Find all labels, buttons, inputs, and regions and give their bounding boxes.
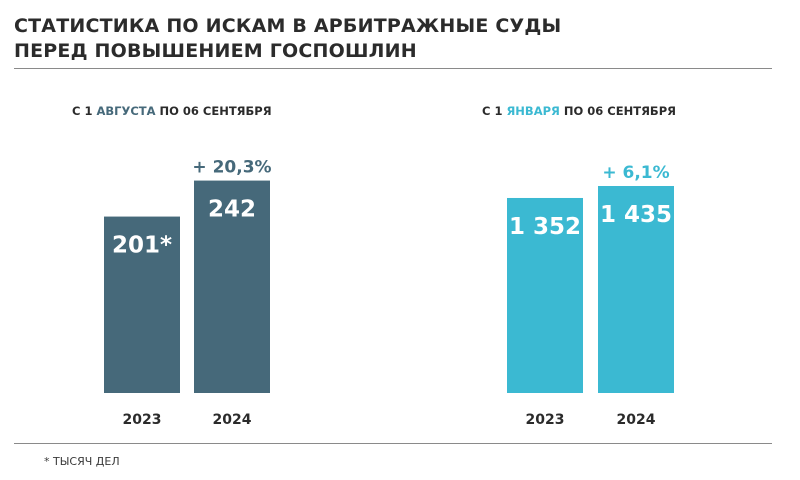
left-category-label-2024: 2024 xyxy=(213,412,252,428)
title-line-1: СТАТИСТИКА ПО ИСКАМ В АРБИТРАЖНЫЕ СУДЫ xyxy=(14,15,562,37)
top-divider xyxy=(14,68,772,69)
right-panel-title-suffix: ПО 06 СЕНТЯБРЯ xyxy=(559,104,676,118)
right-change-label: + 6,1% xyxy=(602,163,669,183)
right-value-label-2023: 1 352 xyxy=(509,214,581,240)
left-bar-2023 xyxy=(104,216,180,393)
right-bar-2024 xyxy=(598,186,674,393)
left-value-label-2024: 242 xyxy=(208,197,256,223)
page-title: СТАТИСТИКА ПО ИСКАМ В АРБИТРАЖНЫЕ СУДЫ П… xyxy=(14,14,561,64)
left-category-label-2023: 2023 xyxy=(123,412,162,428)
left-change-label: + 20,3% xyxy=(192,158,271,178)
bottom-divider xyxy=(14,443,772,444)
right-category-label-2024: 2024 xyxy=(617,412,656,428)
right-panel-title-prefix: С 1 xyxy=(482,104,507,118)
right-panel-title: С 1 ЯНВАРЯ ПО 06 СЕНТЯБРЯ xyxy=(482,104,676,118)
left-panel-title-prefix: С 1 xyxy=(72,104,97,118)
footnote: * ТЫСЯЧ ДЕЛ xyxy=(44,455,120,468)
right-value-label-2024: 1 435 xyxy=(600,202,672,228)
right-category-label-2023: 2023 xyxy=(526,412,565,428)
title-line-2: ПЕРЕД ПОВЫШЕНИЕМ ГОСПОШЛИН xyxy=(14,40,417,62)
right-panel-title-month: ЯНВАРЯ xyxy=(506,104,560,118)
left-bar-2024 xyxy=(194,180,270,393)
left-value-label-2023: 201* xyxy=(112,233,172,259)
left-panel-title-suffix: ПО 06 СЕНТЯБРЯ xyxy=(155,104,272,118)
left-panel-title-month: АВГУСТА xyxy=(96,104,156,118)
left-panel-title: С 1 АВГУСТА ПО 06 СЕНТЯБРЯ xyxy=(72,104,272,118)
right-bar-2023 xyxy=(507,197,583,393)
